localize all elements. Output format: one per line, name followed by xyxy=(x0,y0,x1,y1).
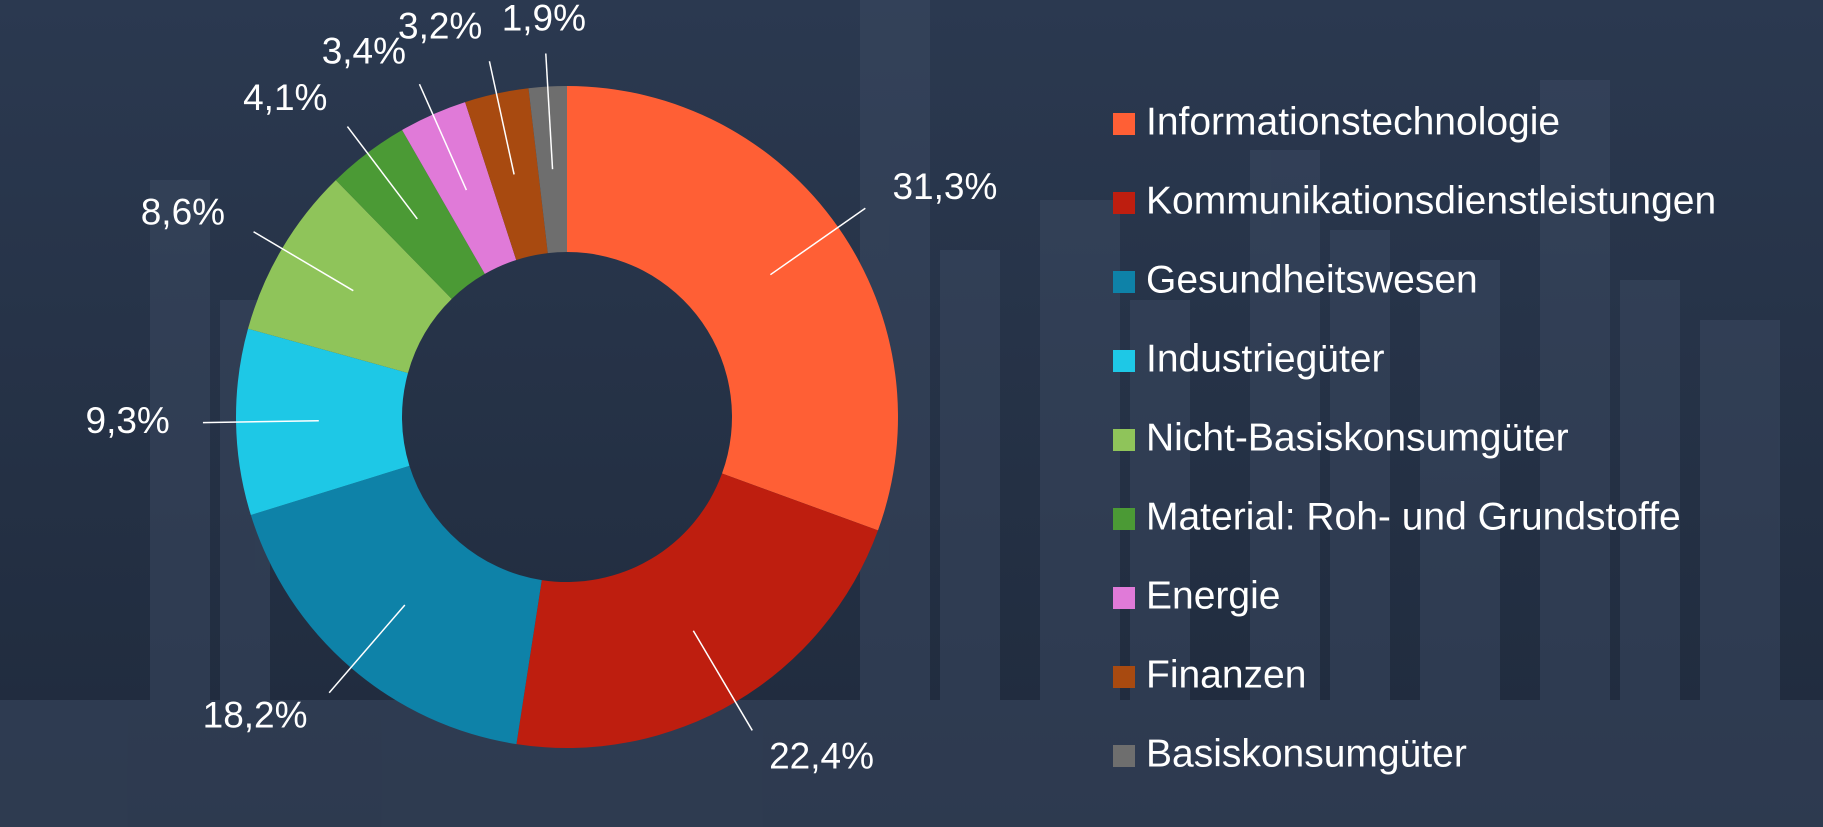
data-label: 3,2% xyxy=(398,6,482,47)
legend-label: Gesundheitswesen xyxy=(1146,258,1478,301)
leader-line xyxy=(692,630,753,731)
donut-slice xyxy=(235,328,410,516)
donut-slice xyxy=(516,473,878,748)
leader-line xyxy=(545,53,554,170)
legend-label: Nicht-Basiskonsumgüter xyxy=(1146,416,1569,459)
leader-line xyxy=(253,231,354,292)
leader-line xyxy=(418,83,468,191)
data-label: 3,4% xyxy=(322,31,406,72)
legend-label: Basiskonsumgüter xyxy=(1146,732,1467,775)
legend-swatch xyxy=(1113,587,1135,609)
legend-swatch xyxy=(1113,192,1135,214)
legend-label: Kommunikationsdienstleistungen xyxy=(1146,179,1716,222)
donut-slice xyxy=(567,86,899,531)
data-label: 9,3% xyxy=(86,400,170,441)
data-label: 31,3% xyxy=(892,166,997,207)
legend-swatch xyxy=(1113,429,1135,451)
leader-line xyxy=(328,604,406,694)
legend-label: Energie xyxy=(1146,574,1280,617)
legend-swatch xyxy=(1113,745,1135,767)
legend-label: Industriegüter xyxy=(1146,337,1384,380)
legend-label: Material: Roh- und Grundstoffe xyxy=(1146,495,1681,538)
leader-line xyxy=(769,207,866,276)
legend-swatch xyxy=(1113,666,1135,688)
donut-slice xyxy=(402,102,517,274)
leader-line xyxy=(488,61,515,175)
data-label: 1,9% xyxy=(502,0,586,38)
data-label: 18,2% xyxy=(203,695,308,736)
legend-swatch xyxy=(1113,113,1135,135)
legend-label: Informationstechnologie xyxy=(1146,100,1560,143)
legend-label: Finanzen xyxy=(1146,653,1306,696)
data-label: 22,4% xyxy=(769,736,874,777)
leader-line xyxy=(202,420,319,424)
leader-line xyxy=(346,126,418,220)
data-label: 4,1% xyxy=(243,77,327,118)
donut-slice xyxy=(465,88,548,261)
legend-swatch xyxy=(1113,350,1135,372)
donut-slice xyxy=(247,180,452,373)
donut-slice xyxy=(335,130,485,299)
donut-slice xyxy=(250,465,542,745)
legend-swatch xyxy=(1113,508,1135,530)
donut-slice xyxy=(528,86,567,254)
legend-swatch xyxy=(1113,271,1135,293)
data-label: 8,6% xyxy=(141,192,225,233)
